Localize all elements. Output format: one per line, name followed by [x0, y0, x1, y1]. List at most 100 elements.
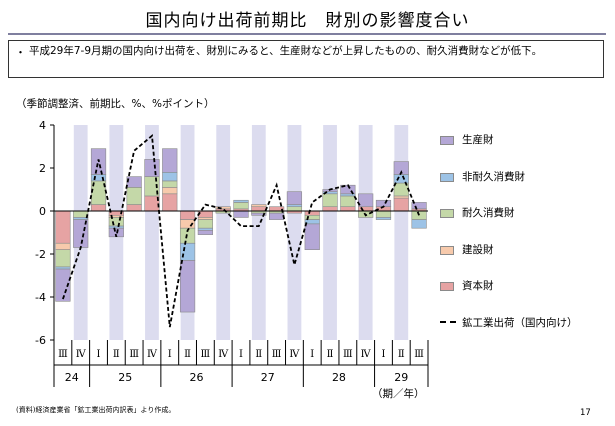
- category-label: Ⅲ: [272, 349, 282, 360]
- bar-segment: [269, 212, 285, 220]
- legend-label: 非耐久消費財: [462, 170, 525, 183]
- y-tick-label: -2: [35, 248, 46, 261]
- category-label: Ⅱ: [184, 349, 191, 360]
- bar-segment: [251, 204, 267, 208]
- bar-segment: [340, 195, 356, 207]
- y-tick-label: -6: [35, 334, 46, 347]
- category-label: Ⅲ: [343, 349, 353, 360]
- shaded-band: [394, 125, 409, 340]
- year-label: 27: [261, 371, 275, 384]
- shaded-band: [323, 125, 337, 340]
- bar-segment: [251, 206, 267, 212]
- bar-segment: [375, 210, 392, 218]
- bar-segment: [126, 187, 142, 205]
- category-label: Ⅱ: [398, 349, 405, 360]
- y-tick-label: 0: [39, 205, 46, 218]
- bar-segment: [126, 204, 142, 212]
- shaded-band: [145, 125, 159, 340]
- bar-segment: [162, 172, 178, 182]
- category-label: Ⅰ: [97, 349, 101, 360]
- bar-segment: [55, 268, 71, 302]
- category-label: Ⅱ: [327, 349, 334, 360]
- category-label: Ⅰ: [310, 349, 314, 360]
- shaded-band: [216, 125, 231, 340]
- legend-item: 建設財: [440, 242, 610, 264]
- bar-segment: [358, 206, 374, 212]
- total-shipments-line: [62, 134, 420, 328]
- bar-segment: [55, 266, 71, 270]
- summary-text: 平成29年7-9月期の国内向け出荷を、財別にみると、生産財などが上昇したものの、…: [29, 45, 543, 57]
- bar-segment: [197, 217, 213, 220]
- bar-segment: [286, 204, 303, 208]
- bar-segment: [358, 193, 374, 208]
- bar-segment: [197, 210, 213, 218]
- summary-box: ・ 平成29年7-9月期の国内向け出荷を、財別にみると、生産財などが上昇したもの…: [8, 40, 604, 78]
- legend-item: 生産財: [440, 132, 610, 154]
- bar-segment: [411, 219, 427, 229]
- category-label: Ⅳ: [361, 349, 372, 360]
- legend-label: 鉱工業出荷（国内向け）: [462, 316, 578, 329]
- bar-segment: [162, 180, 178, 188]
- bar-segment: [55, 249, 71, 268]
- legend-line-sample: [440, 320, 456, 323]
- bar-segment: [340, 206, 356, 212]
- category-label: Ⅲ: [414, 349, 424, 360]
- bar-segment: [162, 193, 178, 212]
- category-label: Ⅰ: [239, 349, 243, 360]
- legend-swatch: [440, 209, 454, 218]
- category-label: Ⅰ: [381, 349, 385, 360]
- bar-segment: [393, 174, 409, 184]
- bar-segment: [179, 242, 196, 261]
- category-label: Ⅲ: [58, 349, 68, 360]
- legend-label: 建設財: [462, 243, 494, 256]
- category-label: Ⅱ: [255, 349, 262, 360]
- page-title: 国内向け出荷前期比 財別の影響度合い: [145, 11, 470, 31]
- bar-segment: [90, 204, 107, 212]
- bar-segment: [197, 230, 213, 235]
- legend: 生産財非耐久消費財 耐久消費財建設財資本財鉱工業出荷（国内向け）: [440, 132, 610, 351]
- bar-segment: [393, 195, 409, 199]
- legend-swatch: [440, 172, 454, 182]
- bar-segment: [162, 187, 178, 195]
- bar-segment: [126, 176, 142, 188]
- bar-segment: [108, 217, 124, 227]
- y-tick-label: 4: [39, 119, 46, 132]
- legend-swatch: [440, 282, 454, 291]
- bar-segment: [179, 210, 196, 220]
- bar-segment: [233, 199, 249, 203]
- bar-segment: [304, 223, 320, 250]
- bar-segment: [393, 161, 409, 175]
- bar-segment: [251, 212, 267, 216]
- legend-label: 生産財: [462, 134, 494, 146]
- year-label: 28: [332, 371, 346, 384]
- title-divider: [8, 33, 606, 35]
- category-label: Ⅰ: [168, 349, 172, 360]
- bar-segment: [233, 210, 249, 218]
- bar-segment: [304, 210, 320, 216]
- bar-segment: [286, 206, 303, 212]
- year-label: 24: [65, 371, 79, 384]
- bar-segment: [322, 193, 338, 208]
- year-label: 29: [394, 371, 408, 384]
- category-label: Ⅳ: [147, 349, 158, 360]
- bar-segment: [108, 225, 124, 229]
- bar-segment: [411, 202, 427, 210]
- bar-segment: [197, 219, 213, 229]
- bar-segment: [215, 206, 231, 210]
- period-label: （期／年）: [372, 388, 425, 400]
- page-number: 17: [580, 408, 591, 418]
- bar-segment: [322, 206, 338, 212]
- shaded-band: [287, 125, 302, 340]
- legend-item: 非耐久消費財: [440, 169, 610, 191]
- category-label: Ⅲ: [129, 349, 139, 360]
- shaded-band: [358, 125, 373, 340]
- bar-segment: [55, 210, 71, 244]
- legend-swatch: [440, 245, 454, 255]
- bar-segment: [233, 202, 249, 210]
- legend-label: 耐久消費財: [462, 207, 515, 219]
- legend-swatch: [440, 136, 454, 145]
- legend-label: 資本財: [462, 280, 494, 292]
- category-label: Ⅳ: [218, 349, 229, 360]
- bar-segment: [375, 217, 392, 220]
